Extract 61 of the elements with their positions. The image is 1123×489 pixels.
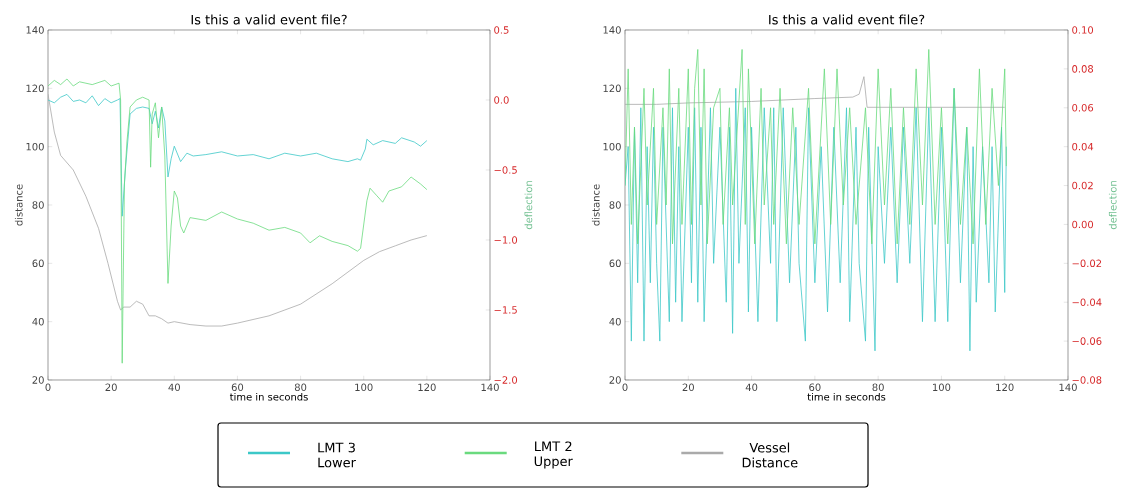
y-tick-label: 120 [603,84,621,93]
y-tick-label: 100 [603,142,621,151]
y-tick-label: 140 [603,26,621,34]
y-tick-label: 100 [26,142,44,151]
x-tick-label: 100 [933,383,951,392]
y2-tick-label: 0.00 [1072,220,1094,229]
y2-axis-title: deflection [1108,181,1117,230]
x-tick-label: 60 [231,383,244,392]
x-axis-title: time in seconds [229,392,308,401]
y-tick-label: 80 [609,201,621,209]
line-series [625,49,1007,245]
y2-tick-label: −1.0 [494,236,518,244]
y2-tick-label: 0.0 [494,96,509,104]
y2-tick-label: 0.06 [1072,103,1094,112]
x-tick-label: 60 [809,383,821,392]
x-tick-label: 80 [294,383,307,392]
y2-tick-label: 0.5 [494,26,509,34]
x-tick-label: 20 [682,383,694,392]
x-tick-label: 0 [45,383,51,392]
x-tick-label: 120 [996,383,1014,392]
y-tick-label: 80 [32,201,44,209]
y-tick-label: 140 [26,26,44,34]
y2-tick-label: 0.08 [1072,65,1094,73]
y-tick-label: 20 [609,376,621,384]
legend-label: Vessel Distance [742,442,798,468]
y2-tick-label: −0.08 [1072,376,1102,384]
x-tick-label: 120 [418,383,436,392]
x-tick-label: 40 [745,383,758,392]
y2-tick-label: −1.5 [494,306,517,314]
line-series [48,93,428,327]
x-tick-label: 100 [355,383,373,392]
x-tick-label: 80 [872,383,884,392]
y2-tick-label: −0.02 [1072,259,1102,268]
y-tick-label: 60 [609,259,621,268]
x-tick-label: 140 [481,383,499,392]
y2-tick-label: 0.04 [1072,142,1094,151]
y2-tick-label: −0.5 [494,166,517,174]
line-series [625,87,1007,352]
legend-label: LMT 3 Lower [318,442,356,468]
y-tick-label: 20 [32,376,44,384]
x-tick-label: 40 [168,383,180,392]
x-tick-label: 0 [622,383,628,392]
x-axis-title: time in seconds [807,392,886,401]
y2-tick-label: 0.10 [1072,26,1094,34]
y-tick-label: 40 [609,317,621,326]
y2-tick-label: −0.04 [1072,298,1102,306]
x-tick-label: 140 [1059,383,1077,392]
y2-tick-label: −0.06 [1072,337,1102,345]
y-tick-label: 40 [32,317,44,326]
y-tick-label: 120 [26,84,44,93]
line-series [48,78,428,364]
y-tick-label: 60 [32,259,44,268]
y2-tick-label: −2.0 [494,376,518,384]
legend-label: LMT 2 Upper [534,441,573,469]
chart-title: Is this a valid event file? [769,14,925,25]
y2-tick-label: 0.02 [1072,181,1093,190]
y2-axis-title: deflection [524,181,533,230]
y-axis-title: distance [14,184,23,226]
chart-title: Is this a valid event file? [191,14,347,25]
x-tick-label: 20 [105,383,117,392]
y-axis-title: distance [591,184,600,226]
